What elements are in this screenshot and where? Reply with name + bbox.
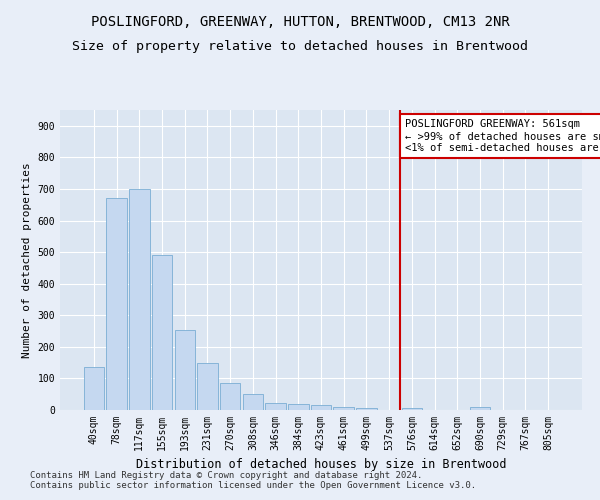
- Bar: [129, 189, 149, 410]
- Bar: [84, 368, 104, 410]
- Bar: [152, 256, 172, 410]
- Bar: [356, 408, 377, 410]
- Text: POSLINGFORD GREENWAY: 561sqm
← >99% of detached houses are smaller (2,592)
<1% o: POSLINGFORD GREENWAY: 561sqm ← >99% of d…: [405, 120, 600, 152]
- Bar: [470, 408, 490, 410]
- Bar: [265, 403, 286, 410]
- Bar: [334, 407, 354, 410]
- Text: Contains HM Land Registry data © Crown copyright and database right 2024.
Contai: Contains HM Land Registry data © Crown c…: [30, 470, 476, 490]
- Bar: [288, 404, 308, 410]
- Bar: [106, 198, 127, 410]
- Bar: [311, 406, 331, 410]
- Bar: [175, 330, 195, 410]
- Bar: [401, 408, 422, 410]
- X-axis label: Distribution of detached houses by size in Brentwood: Distribution of detached houses by size …: [136, 458, 506, 471]
- Text: POSLINGFORD, GREENWAY, HUTTON, BRENTWOOD, CM13 2NR: POSLINGFORD, GREENWAY, HUTTON, BRENTWOOD…: [91, 15, 509, 29]
- Bar: [197, 362, 218, 410]
- Bar: [220, 383, 241, 410]
- Text: Size of property relative to detached houses in Brentwood: Size of property relative to detached ho…: [72, 40, 528, 53]
- Bar: [242, 394, 263, 410]
- Y-axis label: Number of detached properties: Number of detached properties: [22, 162, 32, 358]
